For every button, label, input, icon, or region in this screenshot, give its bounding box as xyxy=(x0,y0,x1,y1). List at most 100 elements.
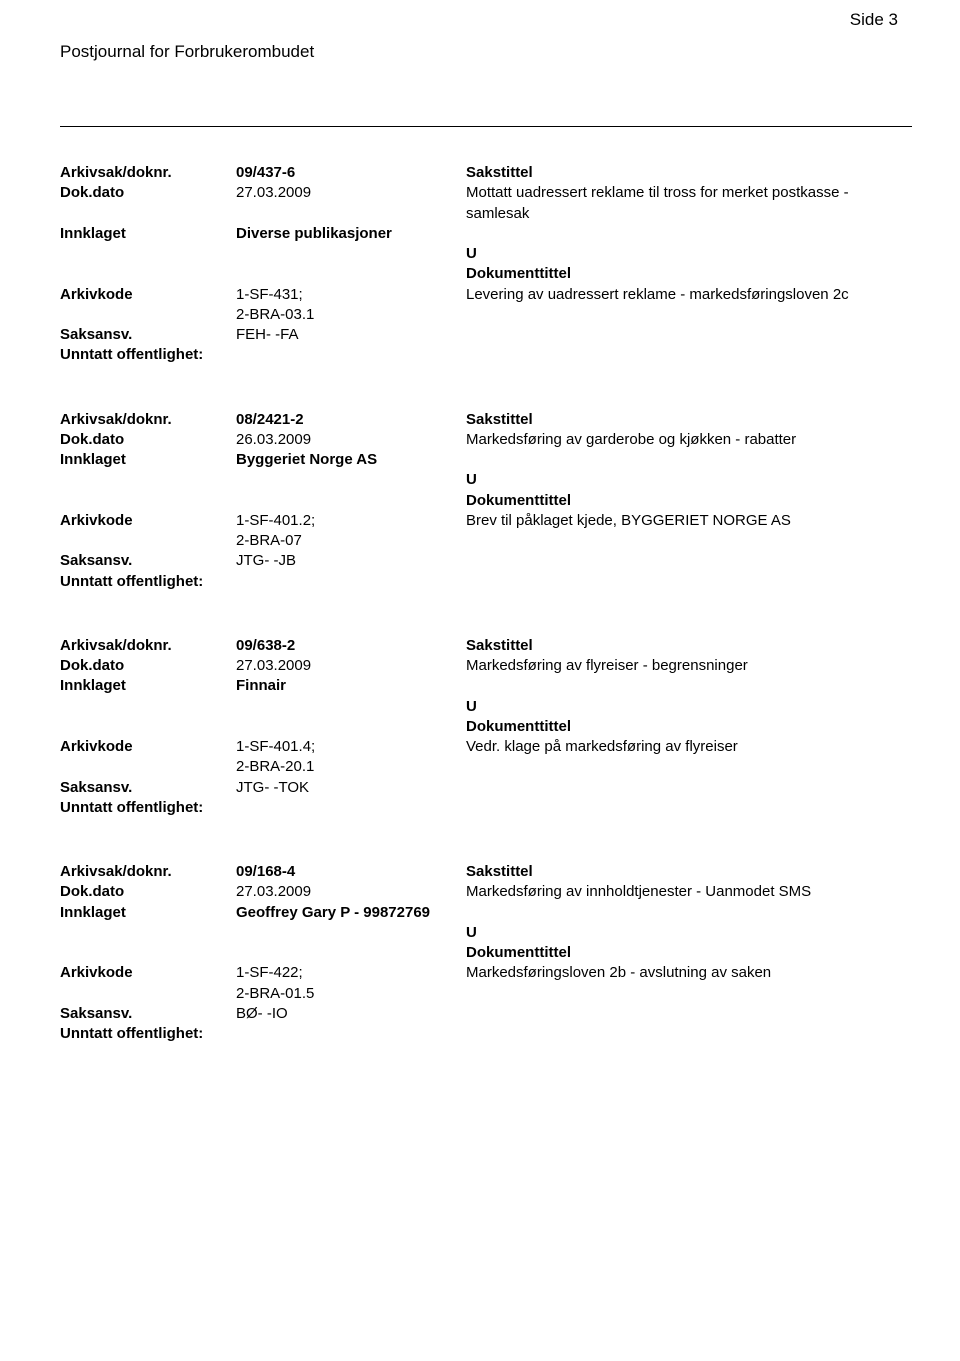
arkivkode-label: Arkivkode xyxy=(60,511,236,531)
journal-entry: Arkivsak/doknr.09/437-6SakstittelDok.dat… xyxy=(60,163,912,366)
header-rule xyxy=(60,126,912,127)
entry-row: Arkivkode1-SF-401.2; 2-BRA-07Brev til på… xyxy=(60,511,912,552)
sakstittel-label: Sakstittel xyxy=(466,410,912,430)
unntatt-label: Unntatt offentlighet: xyxy=(60,1024,236,1044)
dokdato-label: Dok.dato xyxy=(60,183,236,203)
entry-row: Dok.dato27.03.2009Mottatt uadressert rek… xyxy=(60,183,912,224)
entry-row: Arkivsak/doknr.09/437-6Sakstittel xyxy=(60,163,912,183)
page-title: Postjournal for Forbrukerombudet xyxy=(60,42,912,62)
innklaget-value: Geoffrey Gary P - 99872769 xyxy=(236,903,466,923)
arkivsak-value: 09/168-4 xyxy=(236,862,466,882)
journal-entry: Arkivsak/doknr.09/168-4SakstittelDok.dat… xyxy=(60,862,912,1044)
sakstittel-value: Markedsføring av innholdtjenester - Uanm… xyxy=(466,882,912,902)
entry-row: Saksansv.BØ- -IO xyxy=(60,1004,912,1024)
entries-container: Arkivsak/doknr.09/437-6SakstittelDok.dat… xyxy=(60,163,912,1044)
arkivkode-label: Arkivkode xyxy=(60,285,236,305)
entry-row: Saksansv.JTG- -TOK xyxy=(60,778,912,798)
entry-row: Arkivkode1-SF-401.4; 2-BRA-20.1Vedr. kla… xyxy=(60,737,912,778)
dokumenttittel-value: Brev til påklaget kjede, BYGGERIET NORGE… xyxy=(466,511,912,531)
dokumenttittel-value: Vedr. klage på markedsføring av flyreise… xyxy=(466,737,912,757)
entry-row: Saksansv.JTG- -JB xyxy=(60,551,912,571)
entry-row: InnklagetByggeriet Norge AS xyxy=(60,450,912,470)
entry-row: Arkivsak/doknr.09/638-2Sakstittel xyxy=(60,636,912,656)
dokdato-value: 27.03.2009 xyxy=(236,656,466,676)
entry-row: Unntatt offentlighet: xyxy=(60,345,912,365)
arkivkode-value: 1-SF-431; 2-BRA-03.1 xyxy=(236,285,466,326)
entry-row: U xyxy=(60,470,912,490)
entry-row: Unntatt offentlighet: xyxy=(60,1024,912,1044)
arkivsak-label: Arkivsak/doknr. xyxy=(60,163,236,183)
entry-row: InnklagetDiverse publikasjoner xyxy=(60,224,912,244)
unntatt-label: Unntatt offentlighet: xyxy=(60,572,236,592)
arkivkode-label: Arkivkode xyxy=(60,737,236,757)
sakstittel-value: Markedsføring av garderobe og kjøkken - … xyxy=(466,430,912,450)
page-container: Side 3 Postjournal for Forbrukerombudet … xyxy=(0,0,960,1361)
innklaget-value: Byggeriet Norge AS xyxy=(236,450,466,470)
entry-row: U xyxy=(60,923,912,943)
dokumenttittel-value: Levering av uadressert reklame - markeds… xyxy=(466,285,912,305)
arkivkode-label: Arkivkode xyxy=(60,963,236,983)
entry-row: Dok.dato27.03.2009Markedsføring av flyre… xyxy=(60,656,912,676)
arkivkode-value: 1-SF-422; 2-BRA-01.5 xyxy=(236,963,466,1004)
entry-row: Arkivsak/doknr.08/2421-2Sakstittel xyxy=(60,410,912,430)
entry-row: U xyxy=(60,244,912,264)
entry-row: U xyxy=(60,697,912,717)
arkivkode-value: 1-SF-401.2; 2-BRA-07 xyxy=(236,511,466,552)
saksansv-label: Saksansv. xyxy=(60,325,236,345)
entry-row: Dokumenttittel xyxy=(60,943,912,963)
sakstittel-label: Sakstittel xyxy=(466,163,912,183)
arkivsak-label: Arkivsak/doknr. xyxy=(60,862,236,882)
u-label: U xyxy=(466,470,912,490)
u-label: U xyxy=(466,697,912,717)
innklaget-label: Innklaget xyxy=(60,903,236,923)
dokumenttittel-label: Dokumenttittel xyxy=(466,491,912,511)
entry-row: Dokumenttittel xyxy=(60,717,912,737)
saksansv-value: JTG- -TOK xyxy=(236,778,466,798)
entry-row: Unntatt offentlighet: xyxy=(60,572,912,592)
u-label: U xyxy=(466,244,912,264)
sakstittel-value: Markedsføring av flyreiser - begrensning… xyxy=(466,656,912,676)
page-number: Side 3 xyxy=(850,10,898,30)
sakstittel-label: Sakstittel xyxy=(466,636,912,656)
journal-entry: Arkivsak/doknr.09/638-2SakstittelDok.dat… xyxy=(60,636,912,818)
entry-row: Dok.dato26.03.2009Markedsføring av garde… xyxy=(60,430,912,450)
dokdato-label: Dok.dato xyxy=(60,882,236,902)
entry-row: Dok.dato27.03.2009Markedsføring av innho… xyxy=(60,882,912,902)
unntatt-label: Unntatt offentlighet: xyxy=(60,798,236,818)
saksansv-value: JTG- -JB xyxy=(236,551,466,571)
arkivsak-value: 08/2421-2 xyxy=(236,410,466,430)
arkivsak-label: Arkivsak/doknr. xyxy=(60,636,236,656)
innklaget-label: Innklaget xyxy=(60,450,236,470)
saksansv-label: Saksansv. xyxy=(60,778,236,798)
saksansv-label: Saksansv. xyxy=(60,1004,236,1024)
dokdato-value: 26.03.2009 xyxy=(236,430,466,450)
dokdato-label: Dok.dato xyxy=(60,430,236,450)
entry-row: Unntatt offentlighet: xyxy=(60,798,912,818)
sakstittel-value: Mottatt uadressert reklame til tross for… xyxy=(466,183,912,224)
entry-row: InnklagetFinnair xyxy=(60,676,912,696)
entry-row: Dokumenttittel xyxy=(60,264,912,284)
arkivsak-value: 09/638-2 xyxy=(236,636,466,656)
dokdato-label: Dok.dato xyxy=(60,656,236,676)
entry-row: Saksansv.FEH- -FA xyxy=(60,325,912,345)
dokumenttittel-value: Markedsføringsloven 2b - avslutning av s… xyxy=(466,963,912,983)
innklaget-label: Innklaget xyxy=(60,676,236,696)
sakstittel-label: Sakstittel xyxy=(466,862,912,882)
arkivkode-value: 1-SF-401.4; 2-BRA-20.1 xyxy=(236,737,466,778)
saksansv-label: Saksansv. xyxy=(60,551,236,571)
arkivsak-value: 09/437-6 xyxy=(236,163,466,183)
saksansv-value: BØ- -IO xyxy=(236,1004,466,1024)
dokdato-value: 27.03.2009 xyxy=(236,882,466,902)
dokumenttittel-label: Dokumenttittel xyxy=(466,264,912,284)
saksansv-value: FEH- -FA xyxy=(236,325,466,345)
journal-entry: Arkivsak/doknr.08/2421-2SakstittelDok.da… xyxy=(60,410,912,592)
entry-row: Arkivkode1-SF-431; 2-BRA-03.1Levering av… xyxy=(60,285,912,326)
entry-row: InnklagetGeoffrey Gary P - 99872769 xyxy=(60,903,912,923)
arkivsak-label: Arkivsak/doknr. xyxy=(60,410,236,430)
dokdato-value: 27.03.2009 xyxy=(236,183,466,203)
entry-row: Dokumenttittel xyxy=(60,491,912,511)
innklaget-label: Innklaget xyxy=(60,224,236,244)
dokumenttittel-label: Dokumenttittel xyxy=(466,943,912,963)
innklaget-value: Finnair xyxy=(236,676,466,696)
dokumenttittel-label: Dokumenttittel xyxy=(466,717,912,737)
